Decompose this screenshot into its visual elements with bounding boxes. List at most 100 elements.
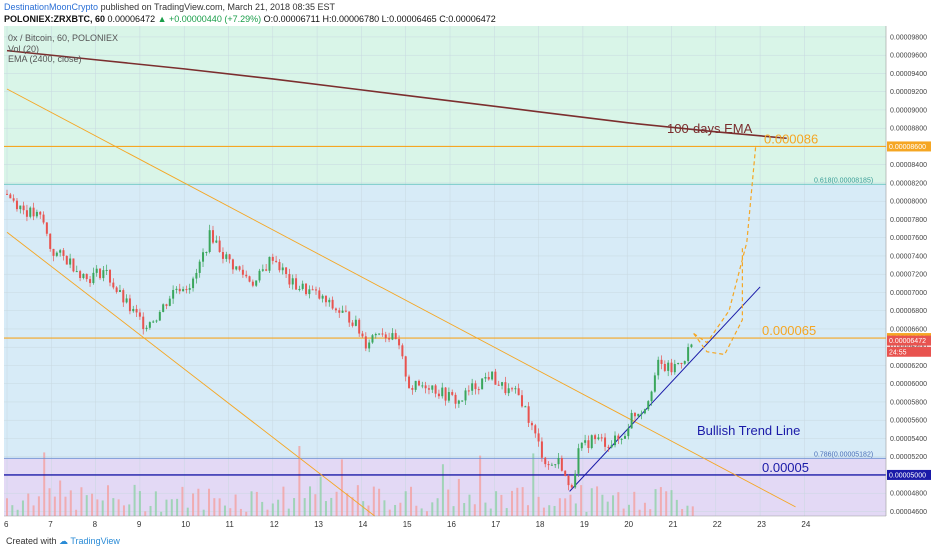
- candle-body: [584, 440, 587, 443]
- candle-body: [158, 311, 161, 321]
- author-link[interactable]: DestinationMoonCrypto: [4, 2, 99, 12]
- descending-line-2: [6, 231, 375, 517]
- volume-bar: [441, 464, 444, 516]
- volume-bar: [356, 485, 359, 516]
- price-change: ▲ +0.00000440 (+7.29%): [157, 14, 262, 24]
- candle-body: [354, 319, 357, 326]
- volume-bar: [431, 502, 434, 516]
- candle-body: [491, 371, 494, 380]
- volume-bar: [69, 490, 72, 516]
- target-annotation: 0.000086: [764, 131, 818, 146]
- volume-bar: [686, 505, 689, 516]
- candle-body: [59, 250, 62, 253]
- volume-bar: [75, 509, 78, 516]
- volume-bar: [612, 495, 615, 516]
- volume-bar: [410, 486, 413, 516]
- candle-body: [663, 363, 666, 371]
- volume-bar: [85, 495, 88, 516]
- candle-body: [79, 271, 82, 279]
- volume-bar: [48, 488, 51, 516]
- candle-body: [374, 333, 377, 336]
- volume-bar: [330, 497, 333, 516]
- candle-body: [368, 342, 371, 349]
- candle-body: [530, 422, 533, 426]
- candle-body: [590, 435, 593, 448]
- candle-body: [630, 412, 633, 429]
- candle-body: [334, 308, 337, 311]
- candle-body: [680, 363, 683, 365]
- volume-bar: [436, 498, 439, 516]
- candle-body: [514, 388, 517, 390]
- candle-body: [437, 393, 440, 397]
- candle-body: [251, 281, 254, 286]
- candle-body: [597, 437, 600, 440]
- candle-body: [228, 254, 231, 260]
- candle-body: [398, 339, 401, 346]
- volume-bar: [101, 500, 104, 516]
- candle-body: [550, 464, 553, 466]
- candle-body: [481, 378, 484, 390]
- candle-body: [268, 256, 271, 271]
- support-annotation: 0.000065: [762, 323, 816, 338]
- x-tick-label: 6: [4, 520, 9, 529]
- candle-body: [600, 437, 603, 439]
- candle-body: [265, 269, 268, 271]
- candle-body: [564, 470, 567, 476]
- footer-brand[interactable]: TradingView: [70, 536, 120, 546]
- volume-bar: [234, 494, 237, 516]
- candle-body: [544, 457, 547, 465]
- candle-body: [338, 310, 341, 313]
- volume-bar: [346, 493, 349, 516]
- high-label: H:: [322, 14, 332, 24]
- volume-bar: [420, 508, 423, 516]
- candle-body: [102, 270, 105, 279]
- candle-body: [434, 385, 437, 394]
- candle-body: [118, 290, 121, 292]
- volume-bar: [149, 505, 152, 516]
- volume-bar: [266, 509, 269, 516]
- volume-bar: [298, 446, 301, 516]
- candle-body: [507, 388, 510, 394]
- candle-body: [417, 380, 420, 386]
- candle-body: [99, 268, 102, 279]
- candle-body: [215, 240, 218, 243]
- volume-bar: [580, 485, 583, 516]
- volume-bar: [489, 508, 492, 516]
- volume-bar: [521, 487, 524, 516]
- ema-line: [6, 49, 787, 140]
- price-chart[interactable]: 0.00009800 0.00009600 0.00009400 0.00009200…: [0, 26, 932, 546]
- candle-body: [520, 395, 523, 407]
- publish-text: published on TradingView.com, March 21, …: [98, 2, 336, 12]
- candle-body: [135, 308, 138, 313]
- candle-body: [205, 252, 208, 254]
- zone-upper: [4, 26, 886, 185]
- open-label: O:: [263, 14, 274, 24]
- volume-bar: [425, 511, 428, 516]
- candle-body: [211, 230, 214, 243]
- volume-bar: [107, 485, 110, 516]
- candle-body: [225, 254, 228, 259]
- price-tag-floor-bg: [887, 469, 931, 480]
- candle-body: [454, 394, 457, 404]
- candle-body: [208, 230, 211, 253]
- candle-body: [574, 473, 577, 488]
- candle-body: [29, 207, 32, 217]
- y-tick-label: 0.00005400: [890, 436, 927, 443]
- y-tick-label: 0.00009600: [890, 53, 927, 60]
- candle-body: [122, 290, 125, 303]
- candle-body: [35, 211, 38, 217]
- candle-body: [484, 376, 487, 379]
- volume-bar: [112, 498, 115, 516]
- symbol-name: POLONIEX:ZRXBTC, 60: [4, 14, 106, 24]
- candle-body: [617, 435, 620, 440]
- candle-body: [25, 210, 28, 217]
- candle-body: [461, 400, 464, 402]
- candle-body: [471, 383, 474, 391]
- candle-body: [633, 412, 636, 417]
- x-tick-label: 16: [447, 520, 456, 529]
- candle-body: [650, 391, 653, 402]
- candle-body: [351, 322, 354, 326]
- candle-body: [195, 272, 198, 279]
- volume-bar: [643, 502, 646, 516]
- candle-body: [32, 207, 35, 217]
